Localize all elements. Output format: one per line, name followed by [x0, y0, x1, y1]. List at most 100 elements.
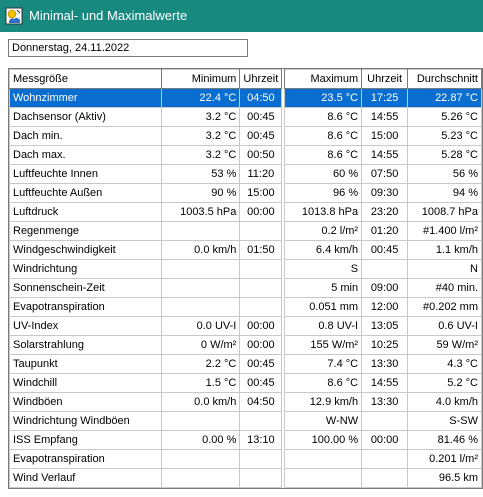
cell-durchschnitt: 59 W/m² [407, 335, 482, 355]
cell-maximum: 100.00 % [284, 430, 363, 450]
table-row[interactable]: Luftfeuchte Außen 90 % 15:00 96 % 09:30 94 % [9, 183, 482, 203]
cell-uhrzeit-max: 17:25 [361, 88, 409, 108]
cell-minimum: 0.00 % [160, 430, 241, 450]
cell-maximum: 155 W/m² [284, 335, 363, 355]
cell-messgroesse: Regenmenge [9, 221, 162, 241]
table-row[interactable]: Dach max. 3.2 °C 00:50 8.6 °C 14:55 5.28 °C [9, 145, 482, 165]
table-row[interactable]: Taupunkt 2.2 °C 00:45 7.4 °C 13:30 4.3 °C [9, 354, 482, 374]
cell-uhrzeit-max [361, 411, 409, 431]
table-row[interactable]: Luftdruck 1003.5 hPa 00:00 1013.8 hPa 23:20 1… [9, 202, 482, 222]
title-bar[interactable]: Minimal- und Maximalwerte [0, 0, 483, 32]
cell-uhrzeit-min: 00:00 [239, 316, 283, 336]
cell-maximum: 8.6 °C [284, 145, 363, 165]
table-row[interactable]: Windchill 1.5 °C 00:45 8.6 °C 14:55 5.2 °C [9, 373, 482, 393]
cell-uhrzeit-min: 00:00 [239, 335, 283, 355]
table-row[interactable]: Sonnenschein-Zeit 5 min 09:00 #40 min. [9, 278, 482, 298]
cell-uhrzeit-min [239, 259, 283, 279]
table-row[interactable]: UV-Index 0.0 UV-I 00:00 0.8 UV-I 13:05 0.6 UV… [9, 316, 482, 336]
table-row[interactable]: Windgeschwindigkeit 0.0 km/h 01:50 6.4 km/h… [9, 240, 482, 260]
cell-maximum: W-NW [284, 411, 363, 431]
cell-uhrzeit-max: 10:25 [361, 335, 409, 355]
table-row[interactable]: Evapotranspiration 0.201 l/m² [9, 449, 482, 469]
cell-messgroesse: Luftfeuchte Außen [9, 183, 162, 203]
table-row[interactable]: Windrichtung S N [9, 259, 482, 279]
cell-messgroesse: Windböen [9, 392, 162, 412]
cell-minimum [160, 221, 241, 241]
cell-uhrzeit-min [239, 411, 283, 431]
cell-minimum: 1.5 °C [160, 373, 241, 393]
cell-messgroesse: ISS Empfang [9, 430, 162, 450]
cell-minimum: 53 % [160, 164, 241, 184]
cell-messgroesse: Dach max. [9, 145, 162, 165]
cell-maximum: 0.051 mm [284, 297, 363, 317]
cell-durchschnitt: 5.28 °C [407, 145, 482, 165]
table-header-row: Messgröße Minimum Uhrzeit Maximum Uhrzei… [9, 69, 482, 89]
table-row[interactable]: Luftfeuchte Innen 53 % 11:20 60 % 07:50 56 % [9, 164, 482, 184]
col-header-minimum[interactable]: Minimum [160, 69, 241, 89]
cell-messgroesse: Taupunkt [9, 354, 162, 374]
table-row[interactable]: Windböen 0.0 km/h 04:50 12.9 km/h 13:30 4.0 k… [9, 392, 482, 412]
cell-uhrzeit-max: 01:20 [361, 221, 409, 241]
cell-maximum: S [284, 259, 363, 279]
cell-durchschnitt: 1.1 km/h [407, 240, 482, 260]
cell-maximum: 23.5 °C [284, 88, 363, 108]
cell-minimum [160, 411, 241, 431]
table-row[interactable]: Dachsensor (Aktiv) 3.2 °C 00:45 8.6 °C 14:55… [9, 107, 482, 127]
cell-maximum: 60 % [284, 164, 363, 184]
cell-uhrzeit-min: 00:50 [239, 145, 283, 165]
weather-app-icon [5, 7, 23, 25]
col-header-uhrzeit-max[interactable]: Uhrzeit [361, 69, 409, 89]
cell-durchschnitt: 5.26 °C [407, 107, 482, 127]
cell-durchschnitt: 5.23 °C [407, 126, 482, 146]
cell-maximum [284, 468, 363, 488]
col-header-durchschnitt[interactable]: Durchschnitt [407, 69, 482, 89]
cell-maximum: 7.4 °C [284, 354, 363, 374]
table-row[interactable]: Evapotranspiration 0.051 mm 12:00 #0.202 mm [9, 297, 482, 317]
table-row[interactable]: Regenmenge 0.2 l/m² 01:20 #1.400 l/m² [9, 221, 482, 241]
cell-uhrzeit-min [239, 297, 283, 317]
cell-uhrzeit-max: 07:50 [361, 164, 409, 184]
table-row[interactable]: Wohnzimmer 22.4 °C 04:50 23.5 °C 17:25 22.87 … [9, 88, 482, 108]
min-max-table[interactable]: Messgröße Minimum Uhrzeit Maximum Uhrzei… [8, 68, 483, 489]
table-row[interactable]: Dach min. 3.2 °C 00:45 8.6 °C 15:00 5.23 °C [9, 126, 482, 146]
cell-minimum: 0.0 km/h [160, 392, 241, 412]
date-field[interactable]: Donnerstag, 24.11.2022 [8, 39, 248, 57]
cell-minimum: 1003.5 hPa [160, 202, 241, 222]
cell-messgroesse: Dachsensor (Aktiv) [9, 107, 162, 127]
cell-uhrzeit-max: 14:55 [361, 373, 409, 393]
cell-durchschnitt: #40 min. [407, 278, 482, 298]
table-row[interactable]: Solarstrahlung 0 W/m² 00:00 155 W/m² 10:25 59… [9, 335, 482, 355]
cell-uhrzeit-max: 13:30 [361, 392, 409, 412]
cell-minimum: 2.2 °C [160, 354, 241, 374]
cell-durchschnitt: 81.46 % [407, 430, 482, 450]
cell-uhrzeit-max: 15:00 [361, 126, 409, 146]
cell-messgroesse: Windrichtung Windböen [9, 411, 162, 431]
cell-maximum: 1013.8 hPa [284, 202, 363, 222]
cell-uhrzeit-min: 00:45 [239, 126, 283, 146]
cell-minimum: 3.2 °C [160, 126, 241, 146]
cell-messgroesse: Windchill [9, 373, 162, 393]
cell-uhrzeit-min: 00:00 [239, 202, 283, 222]
cell-minimum [160, 468, 241, 488]
table-row[interactable]: Windrichtung Windböen W-NW S-SW [9, 411, 482, 431]
cell-uhrzeit-min: 00:45 [239, 354, 283, 374]
cell-messgroesse: Luftdruck [9, 202, 162, 222]
cell-messgroesse: Evapotranspiration [9, 449, 162, 469]
cell-maximum [284, 449, 363, 469]
cell-durchschnitt: 1008.7 hPa [407, 202, 482, 222]
col-header-messgroesse[interactable]: Messgröße [9, 69, 162, 89]
cell-durchschnitt: 0.201 l/m² [407, 449, 482, 469]
cell-minimum: 3.2 °C [160, 145, 241, 165]
cell-maximum: 0.2 l/m² [284, 221, 363, 241]
cell-minimum: 90 % [160, 183, 241, 203]
cell-uhrzeit-min: 13:10 [239, 430, 283, 450]
cell-uhrzeit-min: 11:20 [239, 164, 283, 184]
cell-durchschnitt: 4.3 °C [407, 354, 482, 374]
cell-messgroesse: Windgeschwindigkeit [9, 240, 162, 260]
cell-maximum: 6.4 km/h [284, 240, 363, 260]
col-header-maximum[interactable]: Maximum [284, 69, 363, 89]
col-header-uhrzeit-min[interactable]: Uhrzeit [239, 69, 283, 89]
table-row[interactable]: ISS Empfang 0.00 % 13:10 100.00 % 00:00 81.46… [9, 430, 482, 450]
cell-minimum [160, 278, 241, 298]
table-row[interactable]: Wind Verlauf 96.5 km [9, 468, 482, 488]
